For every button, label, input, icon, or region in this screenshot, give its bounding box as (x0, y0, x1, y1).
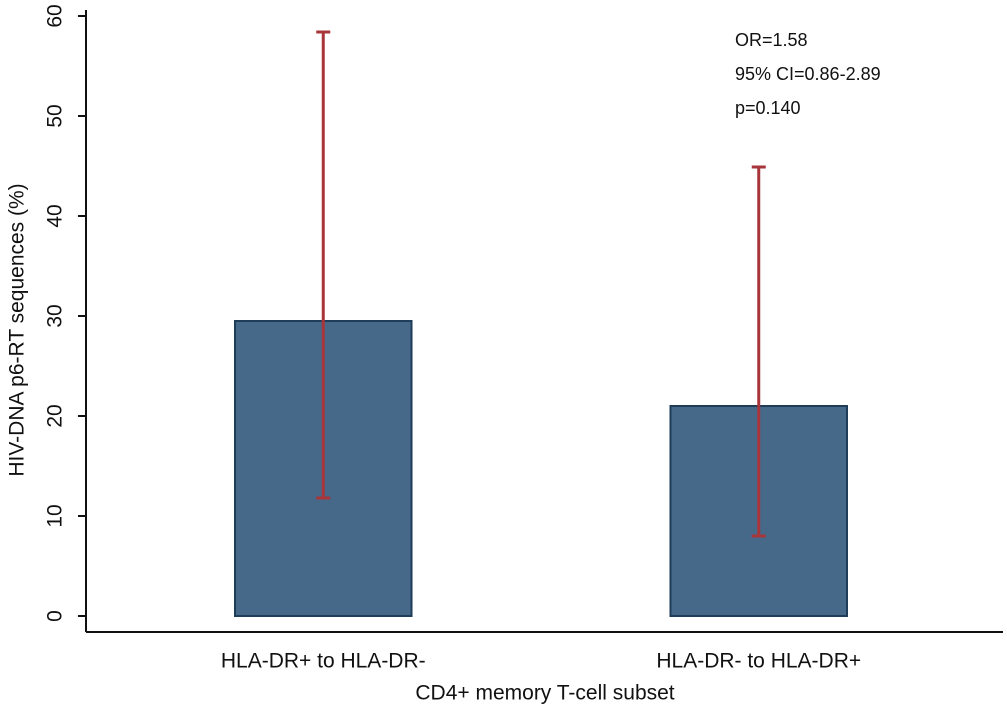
x-tick-label: HLA-DR+ to HLA-DR- (221, 650, 426, 673)
annotation: p=0.140 (735, 98, 801, 118)
y-tick-label: 30 (44, 304, 67, 327)
x-axis-label: CD4+ memory T-cell subset (415, 682, 674, 705)
y-axis-label: HIV-DNA p6-RT sequences (%) (6, 183, 29, 476)
y-tick-label: 50 (44, 104, 67, 127)
annotation: OR=1.58 (735, 30, 808, 50)
y-tick-label: 60 (44, 4, 67, 27)
x-tick-label: HLA-DR- to HLA-DR+ (656, 650, 861, 673)
y-tick-label: 10 (44, 504, 67, 527)
y-tick-label: 0 (44, 610, 67, 622)
y-tick-label: 40 (44, 204, 67, 227)
y-tick-label: 20 (44, 404, 67, 427)
annotation: 95% CI=0.86-2.89 (735, 64, 881, 84)
